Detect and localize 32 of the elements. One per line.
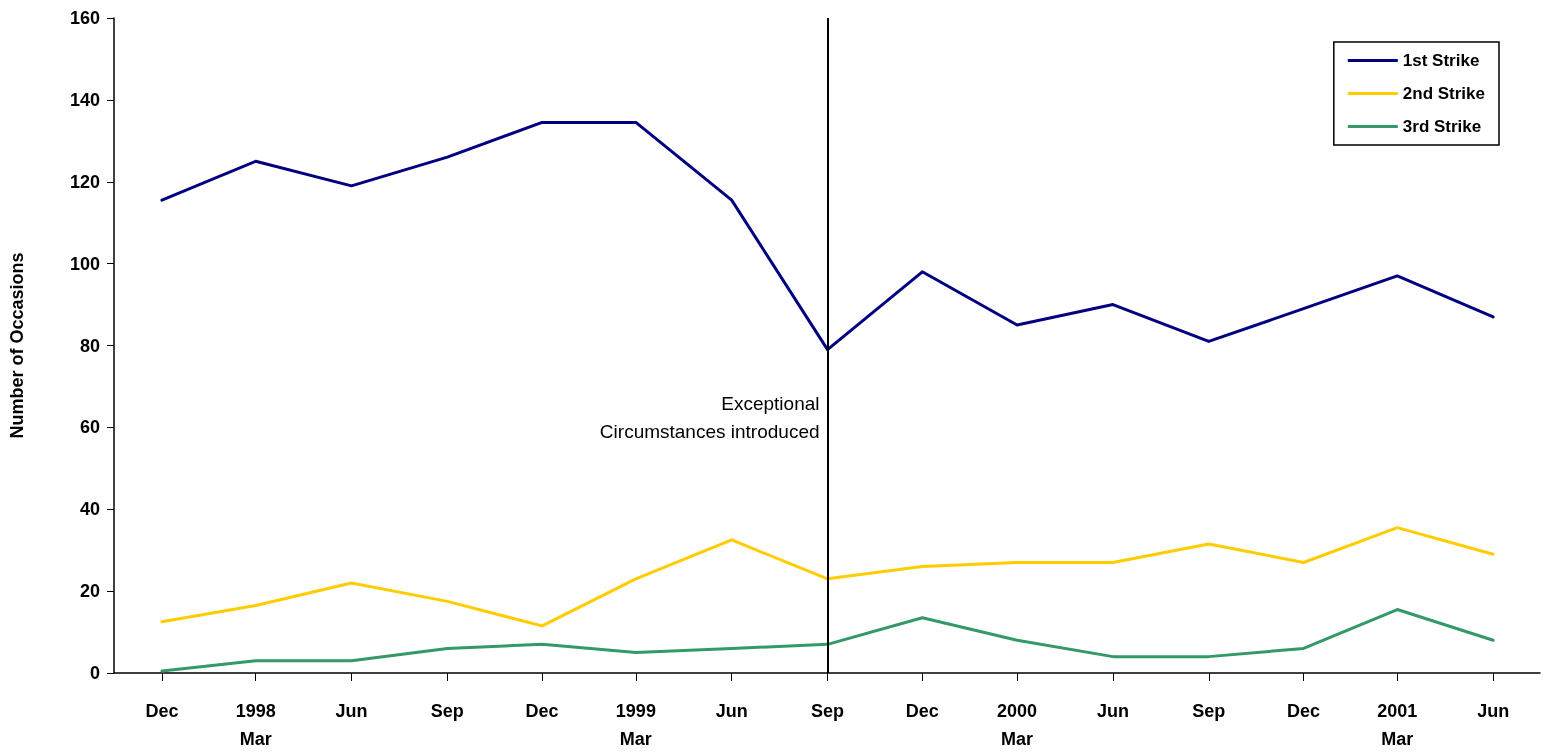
x-tick-label: Dec xyxy=(525,701,559,721)
x-tick-label: Dec xyxy=(145,701,179,721)
x-tick-label: Jun xyxy=(335,701,368,721)
y-tick-label: 140 xyxy=(69,89,100,110)
line-series xyxy=(160,526,1495,628)
y-tick-label: 100 xyxy=(69,253,100,274)
x-tick-label: 2001 Mar xyxy=(1377,701,1418,749)
x-tick-label: Sep xyxy=(811,701,845,721)
line-series xyxy=(160,120,1495,352)
x-tick-label: 2000 Mar xyxy=(997,701,1038,749)
y-tick-label: 20 xyxy=(79,581,100,602)
line-series xyxy=(160,608,1495,673)
legend-label: 1st Strike xyxy=(1402,51,1480,70)
x-tick-label: 1999 Mar xyxy=(615,701,656,749)
x-tick-label: Dec xyxy=(1287,701,1321,721)
x-tick-label: Jun xyxy=(715,701,748,721)
x-tick-label: Dec xyxy=(905,701,939,721)
x-tick-label: Sep xyxy=(1192,701,1226,721)
y-tick-label: 40 xyxy=(79,499,100,520)
x-tick-label: Sep xyxy=(430,701,464,721)
x-tick-label: Jun xyxy=(1477,701,1510,721)
legend-label: 2nd Strike xyxy=(1402,84,1486,103)
y-tick-label: 120 xyxy=(69,171,100,192)
x-tick-label: 1998 Mar xyxy=(235,701,276,749)
y-axis-title: Number of Occasions xyxy=(7,252,27,439)
y-tick-label: 60 xyxy=(79,417,100,438)
legend-label: 3rd Strike xyxy=(1402,117,1482,136)
ref-line-label: Exceptional Circumstances introduced xyxy=(599,393,820,443)
x-tick-label: Jun xyxy=(1096,701,1129,721)
y-tick-label: 160 xyxy=(69,8,100,28)
y-tick-label: 0 xyxy=(89,663,100,683)
y-tick-label: 80 xyxy=(79,335,100,356)
